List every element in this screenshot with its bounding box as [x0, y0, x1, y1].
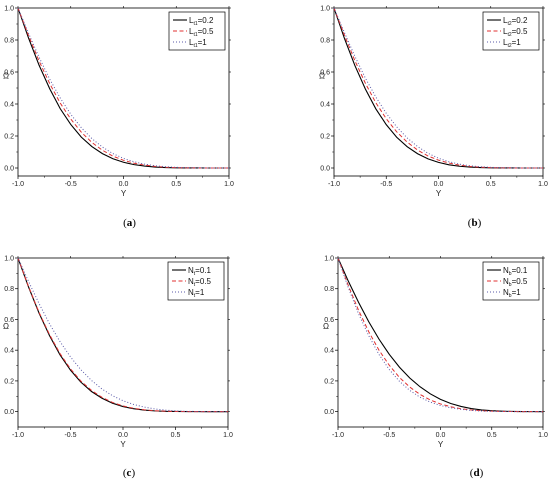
y-tick-label: 0.6 — [4, 317, 14, 324]
y-tick-label: 0.4 — [320, 102, 330, 109]
y-tick-label: 0.2 — [324, 378, 334, 385]
legend-entry: Nt=1 — [188, 288, 205, 299]
y-tick-label: 0.0 — [320, 166, 330, 173]
x-tick-label: 0.5 — [171, 181, 181, 188]
y-axis-label: Ω — [3, 322, 9, 331]
y-tick-label: 0.2 — [320, 134, 330, 141]
x-tick-label: 0.5 — [486, 181, 496, 188]
legend: Nb=0.1Nb=0.5Nb=1 — [482, 261, 540, 301]
legend-entry: Nt=0.1 — [188, 266, 212, 277]
y-axis-label: Ω — [3, 72, 9, 81]
y-tick-label: 1.0 — [320, 6, 330, 13]
legend-entry: Nt=0.5 — [188, 277, 212, 288]
y-tick-label: 0.0 — [4, 409, 14, 416]
legend-entry: Lt2=0.2 — [503, 16, 528, 27]
y-tick-label: 0.8 — [4, 38, 14, 45]
y-tick-label: 1.0 — [324, 256, 334, 263]
y-tick-label: 0.2 — [4, 134, 14, 141]
panel-caption: (c) — [123, 467, 136, 479]
series-line-dotted — [333, 7, 543, 169]
series-line-dotted — [337, 257, 543, 413]
y-tick-label: 0.6 — [324, 317, 334, 324]
y-tick-label: 0.4 — [324, 348, 334, 355]
y-tick-label: 0.0 — [324, 409, 334, 416]
legend-entry: Lt1=0.2 — [189, 16, 214, 27]
x-tick-label: 0.0 — [119, 181, 129, 188]
x-tick-label: 0.5 — [171, 432, 181, 439]
y-tick-label: 1.0 — [4, 6, 14, 13]
y-tick-label: 0.4 — [4, 348, 14, 355]
x-tick-label: 0.0 — [118, 432, 128, 439]
y-tick-label: 0.8 — [320, 38, 330, 45]
x-tick-label: -1.0 — [12, 181, 24, 188]
panel-caption: (d) — [470, 467, 484, 479]
x-tick-label: 1.0 — [223, 432, 233, 439]
x-tick-label: 1.0 — [538, 181, 548, 188]
legend-box — [482, 11, 540, 51]
legend-entry: Lt2=0.5 — [503, 27, 528, 38]
x-tick-label: 1.0 — [538, 432, 548, 439]
y-axis-label: Ω — [319, 72, 325, 81]
panel-caption: (a) — [123, 217, 136, 229]
x-tick-label: -1.0 — [332, 432, 344, 439]
legend-box — [168, 11, 226, 51]
x-tick-label: 0.0 — [434, 181, 444, 188]
x-tick-label: 0.0 — [436, 432, 446, 439]
legend: Nt=0.1Nt=0.5Nt=1 — [167, 261, 225, 301]
chart-panel-d: -1.0 -0.5 0.0 0.5 1.0 0.0 0.2 0.4 0.6 0.8 1.0 Y Ω Nb=… — [323, 256, 548, 480]
x-axis-label: Y — [120, 440, 126, 449]
y-tick-label: 1.0 — [4, 256, 14, 263]
y-tick-label: 0.4 — [4, 102, 14, 109]
legend-entry: Lt2=1 — [503, 38, 521, 49]
y-tick-label: 0.6 — [4, 70, 14, 77]
x-axis-label: Y — [438, 440, 444, 449]
y-tick-label: 0.8 — [324, 286, 334, 293]
chart-panel-a: -1.0 -0.5 0.0 0.5 1.0 0.0 0.2 0.4 0.6 0.8 1.0 Y Ω Lt1… — [3, 6, 234, 230]
x-tick-label: -1.0 — [12, 432, 24, 439]
y-tick-label: 0.2 — [4, 378, 14, 385]
panel-caption: (b) — [468, 217, 482, 229]
legend-entry: Nb=1 — [503, 288, 521, 299]
legend-entry: Lt1=1 — [189, 38, 207, 49]
x-tick-label: 1.0 — [224, 181, 234, 188]
legend-entry: Lt1=0.5 — [189, 27, 214, 38]
y-tick-label: 0.0 — [4, 166, 14, 173]
chart-panel-b: -1.0 -0.5 0.0 0.5 1.0 0.0 0.2 0.4 0.6 0.8 1.0 Y Ω Lt2… — [319, 6, 548, 230]
y-tick-label: 0.6 — [320, 70, 330, 77]
series-line-dashed — [17, 7, 229, 169]
legend-entry: Nb=0.1 — [503, 266, 528, 277]
series-line-dashed — [17, 257, 228, 413]
series-line-dotted — [17, 257, 228, 413]
x-tick-label: -0.5 — [383, 432, 395, 439]
x-axis-label: Y — [121, 189, 127, 198]
chart-panel-c: -1.0 -0.5 0.0 0.5 1.0 0.0 0.2 0.4 0.6 0.8 1.0 Y Ω Nt=… — [3, 256, 233, 480]
legend-box — [482, 261, 540, 301]
x-tick-label: -0.5 — [380, 181, 392, 188]
x-tick-label: -0.5 — [64, 432, 76, 439]
x-tick-label: -0.5 — [65, 181, 77, 188]
x-axis-label: Y — [436, 189, 442, 198]
x-tick-label: 0.5 — [487, 432, 497, 439]
y-axis-label: Ω — [323, 322, 329, 331]
x-tick-label: -1.0 — [328, 181, 340, 188]
legend-box — [167, 261, 225, 301]
y-tick-label: 0.8 — [4, 286, 14, 293]
legend-entry: Nb=0.5 — [503, 277, 528, 288]
